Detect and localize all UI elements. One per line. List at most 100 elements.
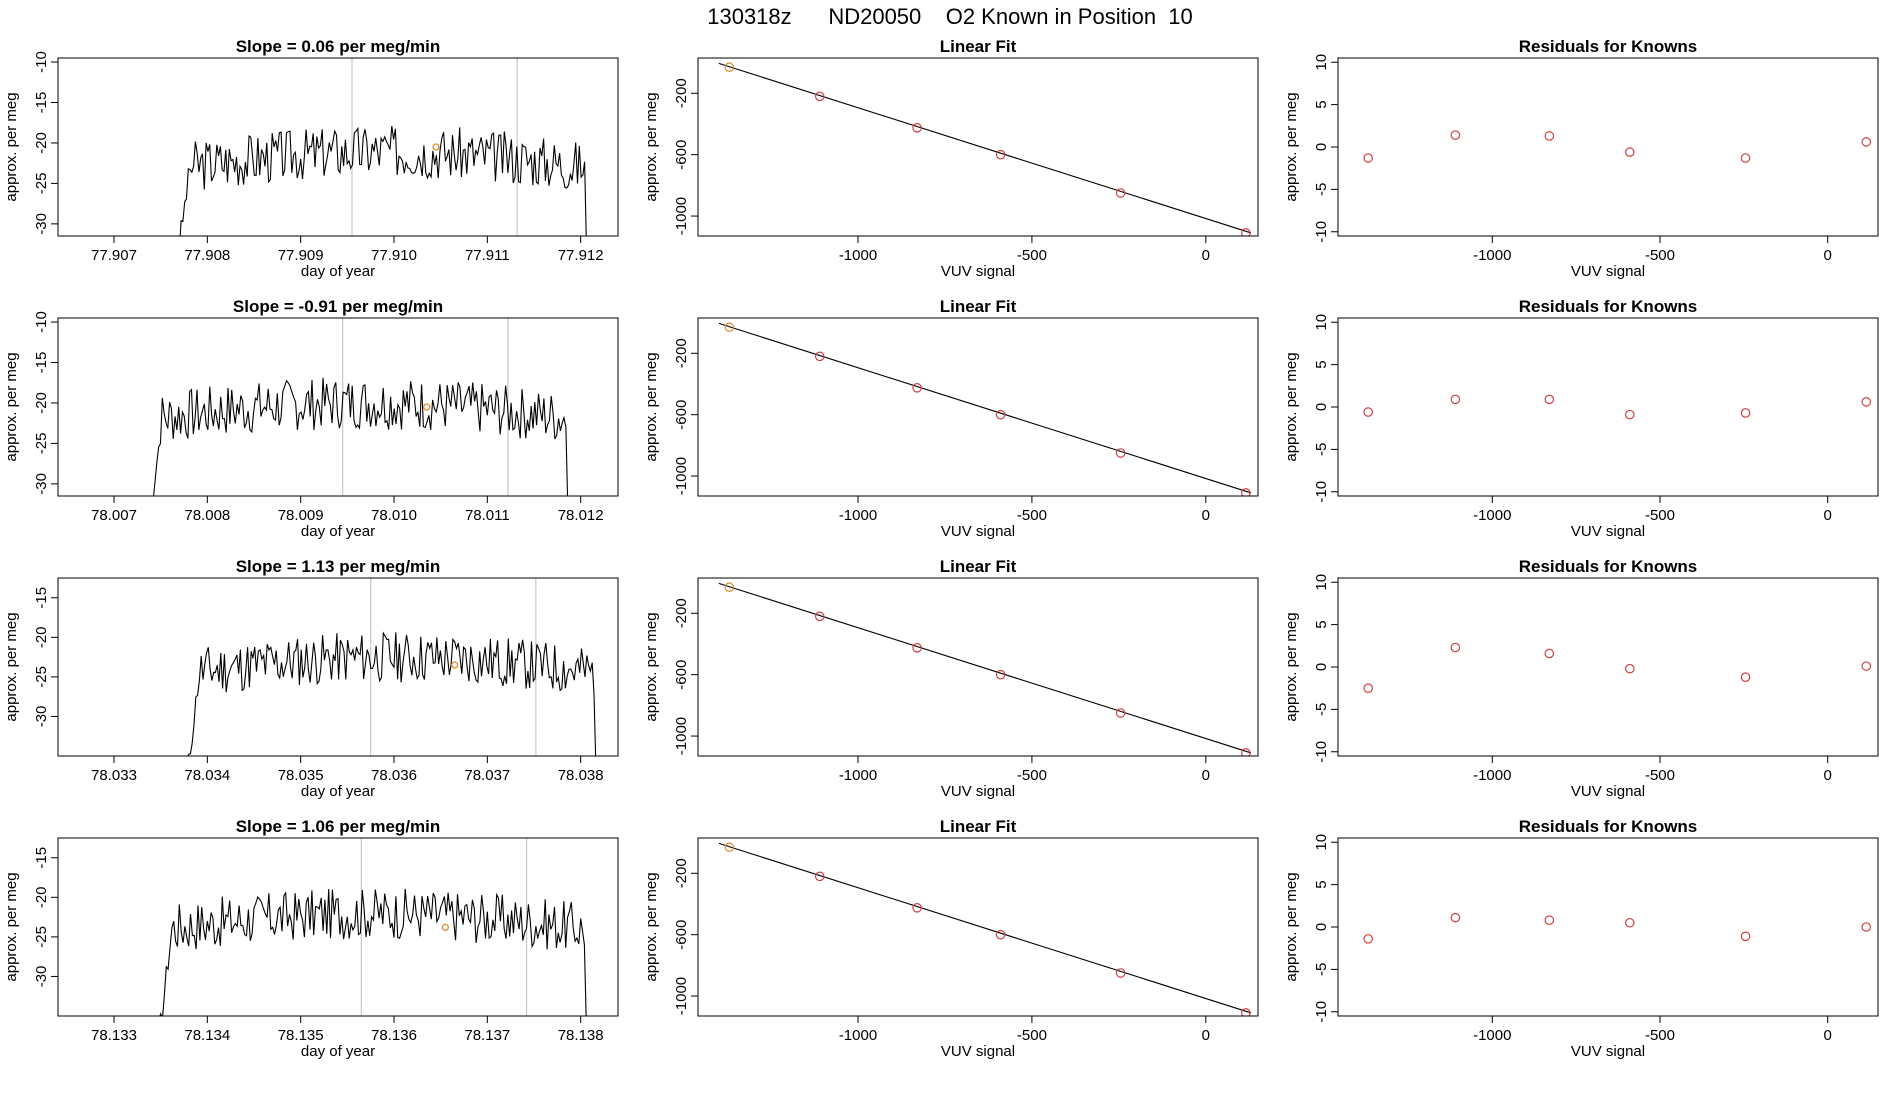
- x-tick-label: -1000: [1473, 247, 1511, 264]
- y-tick-label: -25: [33, 173, 50, 195]
- x-tick-label: -500: [1645, 247, 1675, 264]
- y-tick-label: -600: [673, 140, 690, 170]
- data-point: [1450, 130, 1461, 140]
- y-tick-label: -5: [1313, 183, 1330, 196]
- data-point: [724, 322, 735, 333]
- panel-9: Residuals for Knowns -1000 -500 0 -10 -5 0 5 10 V…: [1283, 557, 1879, 800]
- panel-5: Linear Fit -1000 -500 0 -1000 -600 -200 VUV sig…: [643, 297, 1259, 540]
- x-tick-label: -500: [1645, 507, 1675, 524]
- y-tick-label: -10: [1313, 221, 1330, 243]
- y-tick-label: -15: [33, 587, 50, 609]
- y-axis-label: approx. per meg: [643, 612, 660, 721]
- y-tick-label: -200: [673, 858, 690, 888]
- data-point: [1450, 642, 1461, 653]
- series-line: [179, 125, 587, 236]
- y-tick-label: 0: [1313, 923, 1330, 931]
- figure-title: 130318z ND20050 O2 Known in Position 10: [707, 4, 1193, 29]
- y-axis-label: approx. per meg: [3, 92, 20, 201]
- x-tick-label: 0: [1824, 1027, 1832, 1044]
- plot-area: [1363, 394, 1872, 420]
- y-tick-label: -10: [1313, 741, 1330, 763]
- x-tick-label: 78.033: [91, 767, 137, 784]
- data-point: [1625, 147, 1635, 157]
- x-axis-label: day of year: [301, 783, 375, 800]
- x-tick-label: 78.035: [278, 767, 324, 784]
- plot-area: [718, 842, 1252, 1016]
- y-tick-label: -5: [1313, 963, 1330, 976]
- x-axis-label: VUV signal: [941, 783, 1015, 800]
- x-tick-label: 0: [1202, 247, 1210, 264]
- x-tick-label: -500: [1017, 247, 1047, 264]
- x-tick-label: 0: [1202, 1027, 1210, 1044]
- y-tick-label: -30: [33, 706, 50, 728]
- data-point: [1241, 748, 1251, 756]
- x-tick-label: 77.909: [278, 247, 324, 264]
- x-tick-label: 0: [1824, 507, 1832, 524]
- x-tick-label: 78.137: [464, 1027, 510, 1044]
- y-tick-label: -30: [33, 966, 50, 988]
- data-point: [1861, 922, 1872, 932]
- x-axis-label: day of year: [301, 263, 375, 280]
- panel-2: Linear Fit -1000 -500 0 -1000 -600 -200 VUV sig…: [643, 37, 1259, 280]
- data-point: [1625, 917, 1635, 928]
- y-tick-label: 10: [1313, 54, 1330, 71]
- x-tick-label: 78.038: [558, 767, 604, 784]
- panel-title: Residuals for Knowns: [1519, 557, 1698, 576]
- plot-frame: [697, 577, 1259, 757]
- data-point: [1861, 661, 1872, 671]
- data-point: [1544, 131, 1555, 141]
- panel-8: Linear Fit -1000 -500 0 -1000 -600 -200 VUV sig…: [643, 557, 1259, 800]
- y-tick-label: -10: [1313, 481, 1330, 503]
- panel-title: Residuals for Knowns: [1519, 37, 1698, 56]
- y-tick-label: -10: [33, 51, 50, 73]
- y-tick-label: 5: [1313, 360, 1330, 368]
- data-point: [1363, 153, 1373, 163]
- data-point: [1115, 188, 1126, 198]
- x-tick-label: 77.908: [184, 247, 230, 264]
- data-point: [912, 123, 922, 133]
- x-axis-label: VUV signal: [1571, 263, 1645, 280]
- data-point: [1740, 408, 1751, 418]
- y-tick-label: -15: [33, 92, 50, 114]
- data-point: [995, 669, 1006, 680]
- y-axis-label: approx. per meg: [3, 612, 20, 721]
- data-point: [1241, 1008, 1251, 1016]
- y-tick-label: -1000: [673, 457, 690, 495]
- fit-line: [718, 62, 1252, 234]
- y-tick-label: -20: [33, 886, 50, 908]
- y-tick-label: -20: [33, 392, 50, 414]
- data-point: [724, 62, 735, 73]
- x-tick-label: 0: [1202, 767, 1210, 784]
- panel-title: Linear Fit: [940, 817, 1017, 836]
- y-tick-label: -1000: [673, 717, 690, 755]
- y-axis-label: approx. per meg: [1283, 872, 1300, 981]
- x-tick-label: 78.138: [558, 1027, 604, 1044]
- data-point: [1544, 394, 1555, 405]
- y-tick-label: -15: [33, 352, 50, 374]
- x-tick-label: 78.135: [278, 1027, 324, 1044]
- plot-area: [152, 377, 569, 496]
- data-point: [912, 383, 922, 393]
- data-point: [1115, 968, 1126, 978]
- x-axis-label: day of year: [301, 523, 375, 540]
- y-tick-label: -200: [673, 78, 690, 108]
- x-tick-label: -500: [1645, 767, 1675, 784]
- plot-frame: [697, 317, 1259, 497]
- y-tick-label: -1000: [673, 197, 690, 235]
- fit-line: [718, 842, 1252, 1014]
- x-tick-label: -1000: [1473, 1027, 1511, 1044]
- data-point: [1450, 912, 1461, 923]
- panel-title: Slope = 1.06 per meg/min: [236, 817, 441, 836]
- data-point: [1544, 915, 1555, 926]
- plot-area: [718, 62, 1252, 236]
- y-tick-label: -15: [33, 847, 50, 869]
- x-tick-label: 78.034: [184, 767, 230, 784]
- data-point: [1861, 137, 1872, 147]
- series-line: [152, 377, 569, 496]
- x-tick-label: 78.036: [371, 767, 417, 784]
- x-tick-label: 0: [1824, 247, 1832, 264]
- data-point: [724, 582, 735, 593]
- y-axis-label: approx. per meg: [1283, 352, 1300, 461]
